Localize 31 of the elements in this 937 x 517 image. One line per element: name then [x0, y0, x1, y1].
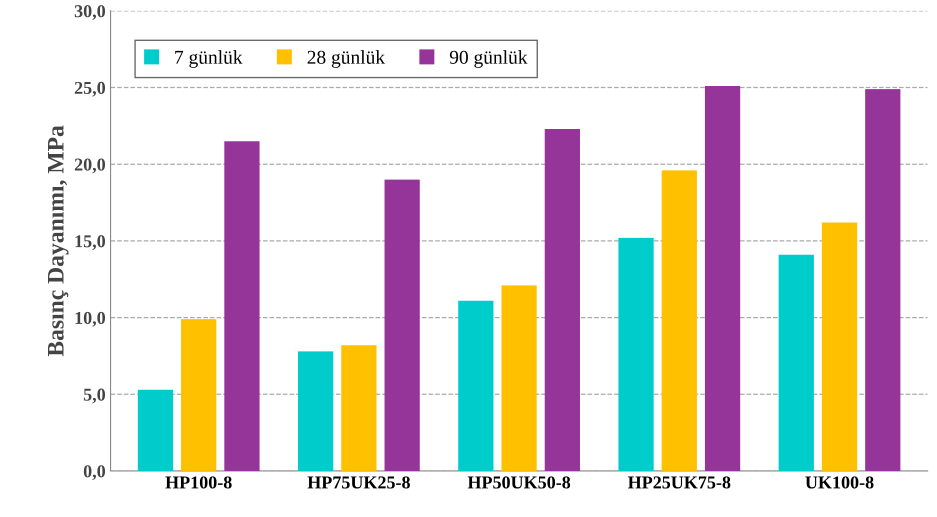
bar [822, 222, 858, 471]
x-tick-label: HP25UK75-8 [628, 476, 730, 489]
y-tick-label: 10,0 [76, 312, 106, 327]
y-tick-label: 25,0 [74, 82, 106, 97]
x-tick-label: HP75UK25-8 [308, 476, 410, 489]
y-tick-label: 30,0 [74, 5, 106, 20]
x-tick-label: HP50UK50-8 [468, 476, 570, 489]
bar [224, 141, 260, 471]
legend-label: 7 günlük [175, 50, 243, 68]
bar [704, 86, 740, 471]
y-tick-label: 20,0 [74, 158, 106, 174]
legend-label: 28 günlük [308, 50, 386, 68]
bar [341, 345, 377, 471]
bar [384, 180, 420, 471]
legend-label: 90 günlük [450, 50, 528, 68]
y-tick-label: 5,0 [84, 388, 106, 404]
bar [138, 390, 174, 471]
bar [544, 128, 580, 471]
bar [298, 351, 334, 471]
y-tick-label: 0,0 [84, 465, 106, 480]
bar [501, 285, 537, 471]
x-tick-label: HP100-8 [165, 476, 232, 489]
y-tick-label: 15,0 [76, 235, 106, 250]
y-axis-title: Basınç Dayanımı, MPa [48, 126, 69, 356]
x-tick-label: UK100-8 [805, 476, 874, 489]
bar [618, 238, 654, 471]
bar [865, 89, 900, 471]
bar [458, 300, 494, 471]
bar [181, 319, 216, 471]
bar [778, 254, 814, 471]
bar [662, 170, 697, 471]
